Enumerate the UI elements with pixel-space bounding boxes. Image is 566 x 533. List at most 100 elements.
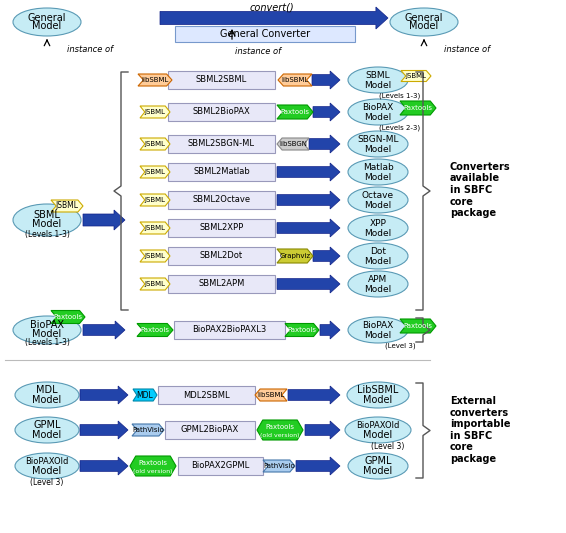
Bar (174, 321, 285, 339)
Ellipse shape (348, 215, 408, 241)
Text: Paxtools: Paxtools (140, 327, 169, 333)
Text: Model: Model (32, 219, 62, 229)
Text: JSBML: JSBML (144, 169, 165, 175)
Polygon shape (83, 321, 125, 339)
Text: BioPAXOld: BioPAXOld (25, 456, 68, 465)
Polygon shape (277, 138, 309, 150)
Polygon shape (313, 247, 340, 265)
Ellipse shape (13, 316, 81, 344)
Polygon shape (305, 421, 340, 439)
Polygon shape (140, 166, 170, 178)
Text: instance of: instance of (67, 45, 113, 54)
Bar (168, 247, 275, 265)
Bar (165, 421, 255, 439)
Bar (168, 275, 275, 293)
Text: XPP: XPP (370, 219, 387, 228)
Text: LibSBML: LibSBML (357, 385, 398, 395)
Text: Model: Model (363, 395, 393, 405)
Text: JSBML: JSBML (144, 253, 165, 259)
Polygon shape (140, 106, 170, 118)
Polygon shape (160, 7, 388, 29)
Polygon shape (133, 389, 157, 401)
Text: Model: Model (365, 256, 392, 265)
Text: Model: Model (409, 21, 439, 31)
Text: JSBML: JSBML (144, 281, 165, 287)
Bar (168, 163, 275, 181)
Polygon shape (288, 386, 340, 404)
Text: Matlab: Matlab (363, 163, 393, 172)
Ellipse shape (348, 99, 408, 125)
Text: libSBML: libSBML (258, 392, 285, 398)
Text: Model: Model (365, 200, 392, 209)
Polygon shape (140, 278, 170, 290)
Polygon shape (277, 249, 313, 263)
Text: BioPAXOld: BioPAXOld (357, 421, 400, 430)
Text: SBML2XPP: SBML2XPP (199, 223, 243, 232)
Text: Paxtools: Paxtools (54, 314, 83, 320)
Text: JSBML: JSBML (144, 109, 165, 115)
Text: MDL: MDL (36, 385, 58, 395)
Text: Model: Model (365, 173, 392, 182)
Text: BioPAX: BioPAX (362, 102, 393, 111)
Bar (168, 191, 275, 209)
Ellipse shape (348, 243, 408, 269)
Polygon shape (138, 74, 172, 86)
Polygon shape (263, 460, 295, 472)
Text: libSBGN: libSBGN (279, 141, 307, 147)
Polygon shape (83, 210, 125, 230)
Bar (178, 457, 263, 475)
Polygon shape (400, 319, 436, 333)
Text: BioPAX: BioPAX (362, 320, 393, 329)
Polygon shape (132, 424, 164, 436)
Ellipse shape (15, 453, 79, 479)
Ellipse shape (390, 8, 458, 36)
Text: Model: Model (32, 466, 62, 476)
Polygon shape (313, 103, 340, 121)
Text: (Levels 2-3): (Levels 2-3) (379, 125, 421, 131)
Polygon shape (140, 138, 170, 150)
Text: Paxtools: Paxtools (281, 109, 310, 115)
Text: SBGN-ML: SBGN-ML (357, 134, 399, 143)
Ellipse shape (13, 8, 81, 36)
Text: Model: Model (32, 329, 62, 339)
Bar (168, 71, 275, 89)
Text: SBML2SBGN-ML: SBML2SBGN-ML (188, 140, 255, 149)
Text: Model: Model (32, 21, 62, 31)
Polygon shape (320, 321, 340, 339)
Ellipse shape (15, 382, 79, 408)
Polygon shape (137, 324, 173, 336)
Ellipse shape (15, 417, 79, 443)
Polygon shape (285, 324, 319, 336)
Polygon shape (130, 456, 176, 476)
Text: GPML: GPML (33, 420, 61, 430)
Text: instance of: instance of (235, 47, 281, 56)
Text: Model: Model (363, 430, 393, 440)
Polygon shape (278, 74, 312, 86)
Text: Model: Model (365, 330, 392, 340)
Text: (Levels 1-3): (Levels 1-3) (24, 338, 70, 348)
Polygon shape (80, 457, 128, 475)
Text: MDL: MDL (136, 391, 153, 400)
Text: APM: APM (368, 274, 388, 284)
Text: JSBML: JSBML (144, 141, 165, 147)
Ellipse shape (13, 204, 81, 236)
Polygon shape (400, 101, 436, 115)
Text: SBML2APM: SBML2APM (198, 279, 245, 288)
Text: Paxtools: Paxtools (139, 460, 168, 466)
Polygon shape (51, 311, 85, 324)
Text: General Converter: General Converter (220, 29, 310, 39)
Text: instance of: instance of (444, 45, 490, 54)
Polygon shape (80, 421, 128, 439)
Ellipse shape (348, 187, 408, 213)
Polygon shape (312, 71, 340, 89)
Bar (158, 386, 255, 404)
Text: Paxtools: Paxtools (265, 424, 294, 430)
Ellipse shape (345, 417, 411, 443)
Polygon shape (277, 105, 313, 119)
Bar (168, 135, 275, 153)
Polygon shape (277, 275, 340, 293)
Text: (Levels 1-3): (Levels 1-3) (24, 230, 70, 238)
Text: Paxtools: Paxtools (404, 323, 432, 329)
Text: Paxtools: Paxtools (288, 327, 316, 333)
Polygon shape (51, 200, 83, 212)
